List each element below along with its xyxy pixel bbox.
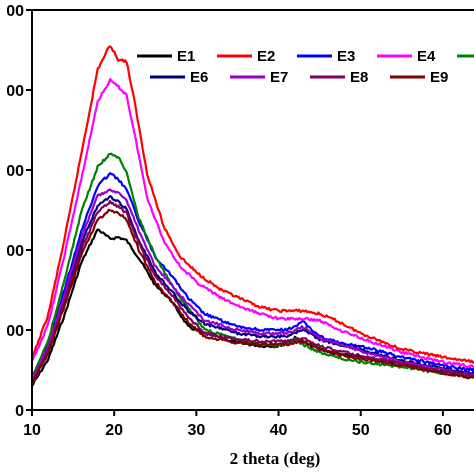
x-tick-label-40: 40 [270, 422, 288, 439]
x-tick-label-10: 10 [23, 422, 41, 439]
x-tick-label-50: 50 [352, 422, 370, 439]
legend-label-e1: E1 [177, 48, 195, 65]
legend-label-e8: E8 [350, 69, 368, 86]
x-tick-label-20: 20 [105, 422, 123, 439]
legend-label-e6: E6 [190, 69, 208, 86]
legend-label-e3: E3 [337, 48, 355, 65]
y-tick-label-150: 00 [6, 163, 24, 180]
y-tick-label-0: 0 [15, 403, 24, 420]
y-tick-label-100: 00 [6, 243, 24, 260]
y-tick-label-200: 00 [6, 83, 24, 100]
legend: E1E2E3E4E5E6E7E8E9 [137, 48, 474, 86]
axes-layer [31, 9, 474, 411]
legend-label-e7: E7 [270, 69, 288, 86]
legend-label-e9: E9 [430, 69, 448, 86]
series-line-e3 [30, 172, 474, 379]
series-layer [30, 45, 474, 387]
legend-label-e2: E2 [257, 48, 275, 65]
series-line-e8 [31, 199, 474, 383]
x-axis-title: 2 theta (deg) [230, 449, 321, 468]
y-tick-label-250: 00 [6, 3, 24, 20]
series-line-e4 [31, 78, 474, 369]
x-tick-label-30: 30 [187, 422, 205, 439]
series-line-e2 [31, 45, 474, 364]
series-line-e9 [30, 208, 474, 386]
plot-frame [31, 9, 474, 411]
y-tick-label-50: 00 [6, 323, 24, 340]
legend-label-e4: E4 [417, 48, 436, 65]
x-tick-label-60: 60 [434, 422, 452, 439]
